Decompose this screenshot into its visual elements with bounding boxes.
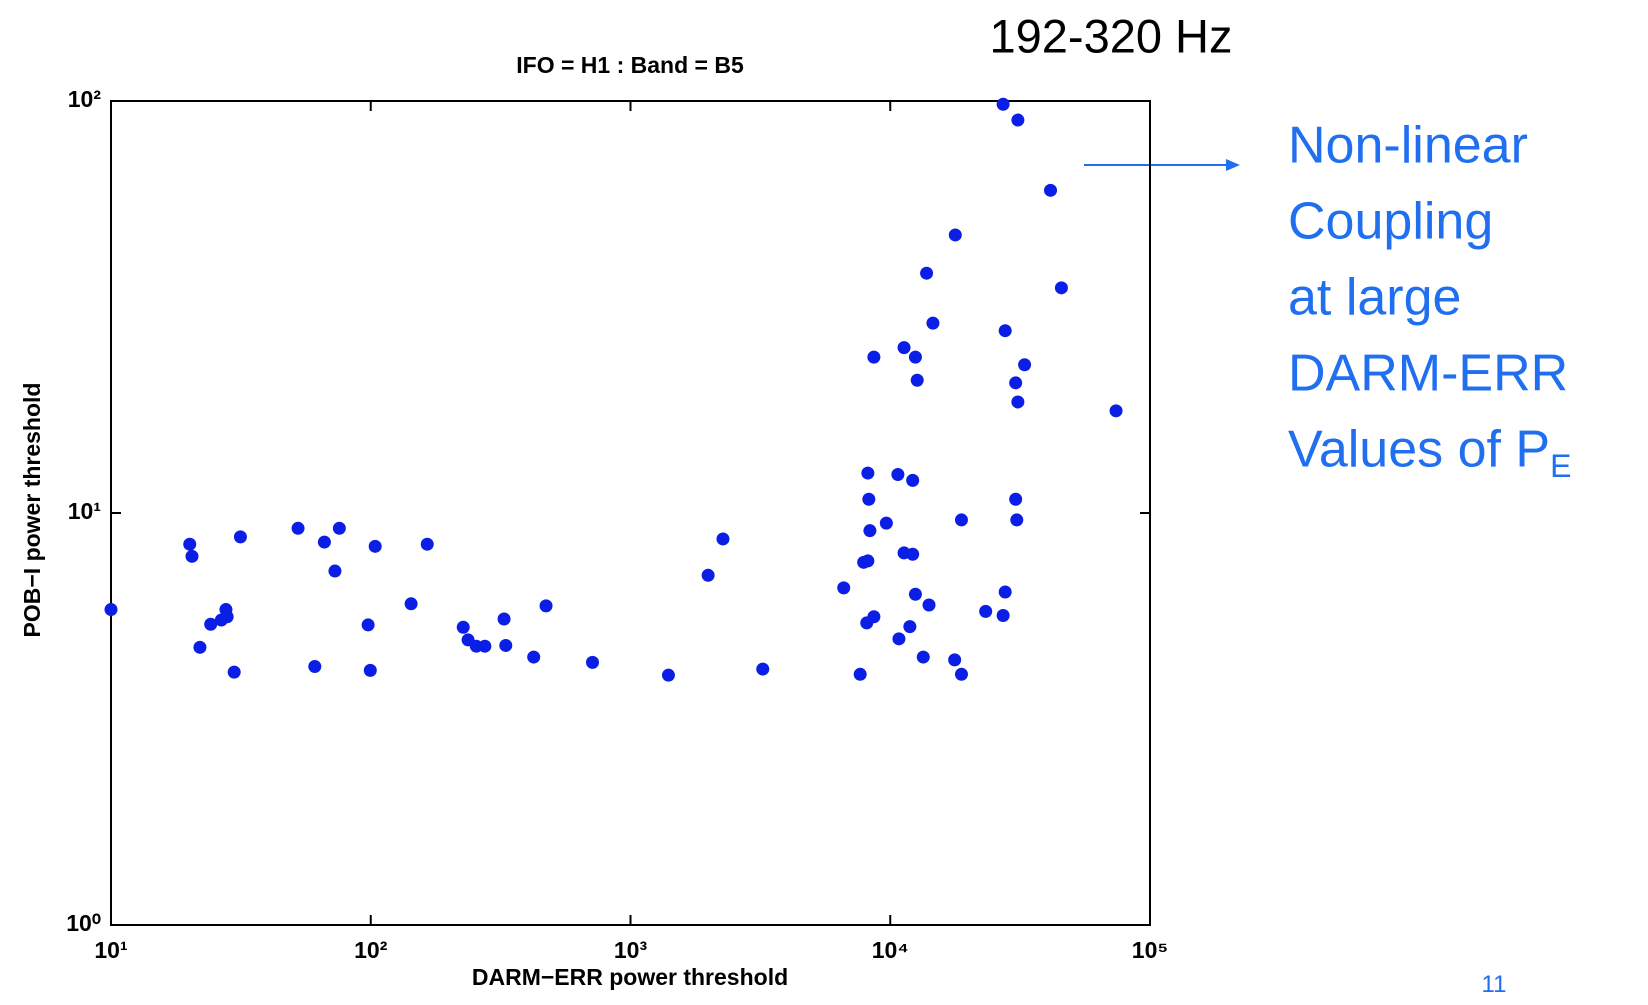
point xyxy=(897,341,911,355)
point xyxy=(499,638,513,652)
x-tick-label: 10¹ xyxy=(94,937,127,963)
annotation: Non-linear Coupling at large DARM-ERR Values… xyxy=(1288,117,1571,485)
point xyxy=(404,597,418,611)
point xyxy=(227,665,241,679)
point xyxy=(291,521,305,535)
point xyxy=(837,581,851,595)
point xyxy=(954,667,968,681)
point xyxy=(853,667,867,681)
point xyxy=(1009,376,1023,390)
plot-frame xyxy=(110,100,1151,926)
annotation-subscript: E xyxy=(1550,448,1571,484)
annotation-line: DARM-ERR xyxy=(1288,345,1568,403)
point xyxy=(998,585,1012,599)
point xyxy=(328,564,342,578)
x-axis-label: DARM−ERR power threshold xyxy=(472,964,788,990)
point xyxy=(879,516,893,530)
point xyxy=(948,228,962,242)
point xyxy=(861,466,875,480)
point xyxy=(527,650,541,664)
y-axis-label: POB−I power threshold xyxy=(19,383,45,638)
point xyxy=(906,547,920,561)
point xyxy=(308,660,322,674)
annotation-line: Values of PE xyxy=(1288,421,1571,485)
point xyxy=(368,539,382,553)
y-tick-label: 10⁰ xyxy=(66,910,101,936)
point xyxy=(497,612,511,626)
point xyxy=(910,373,924,387)
point xyxy=(867,350,881,364)
point xyxy=(183,537,197,551)
point xyxy=(922,598,936,612)
point xyxy=(1018,358,1032,372)
point xyxy=(1009,492,1023,506)
point xyxy=(908,587,922,601)
point xyxy=(233,530,247,544)
point xyxy=(920,266,934,280)
x-tick-label: 10⁵ xyxy=(1132,937,1168,963)
point xyxy=(701,568,715,582)
point xyxy=(948,653,962,667)
point xyxy=(908,350,922,364)
point xyxy=(456,620,470,634)
point xyxy=(756,662,770,676)
point xyxy=(539,599,553,613)
point xyxy=(863,524,877,538)
point xyxy=(361,618,375,632)
point xyxy=(916,650,930,664)
y-tick-label: 10¹ xyxy=(68,498,101,524)
point xyxy=(926,316,940,330)
point xyxy=(220,610,234,624)
x-tick-label: 10³ xyxy=(614,937,648,963)
point xyxy=(1011,113,1025,127)
point xyxy=(862,492,876,506)
point xyxy=(892,632,906,646)
point xyxy=(185,549,199,563)
point xyxy=(204,617,218,631)
point xyxy=(104,603,118,617)
point xyxy=(867,610,881,624)
point xyxy=(193,640,207,654)
point xyxy=(317,535,331,549)
point xyxy=(998,324,1012,338)
header: 192-320 Hz xyxy=(990,9,1233,62)
y-tick-label: 10² xyxy=(68,86,102,112)
point xyxy=(420,537,434,551)
point xyxy=(478,639,492,653)
point xyxy=(903,620,917,634)
point xyxy=(1011,395,1025,409)
point xyxy=(861,554,875,568)
annotation-line: Coupling xyxy=(1288,193,1493,251)
point xyxy=(996,97,1010,111)
annotation-line: at large xyxy=(1288,269,1461,327)
point xyxy=(1010,513,1024,527)
point xyxy=(332,521,346,535)
point xyxy=(585,655,599,669)
annotation-line: Non-linear xyxy=(1288,117,1528,175)
x-tick-label: 10⁴ xyxy=(872,937,909,963)
point xyxy=(661,668,675,682)
arrow-head xyxy=(1226,159,1240,171)
x-tick-label: 10² xyxy=(354,937,388,963)
point xyxy=(1054,281,1068,295)
point xyxy=(906,473,920,487)
point xyxy=(891,468,905,482)
chart-title: IFO = H1 : Band = B5 xyxy=(516,52,744,78)
point xyxy=(716,532,730,546)
point xyxy=(996,608,1010,622)
point xyxy=(1044,183,1058,197)
point xyxy=(954,513,968,527)
page-number: 11 xyxy=(1482,971,1507,998)
point xyxy=(979,604,993,618)
point xyxy=(1109,404,1123,418)
point xyxy=(363,663,377,677)
